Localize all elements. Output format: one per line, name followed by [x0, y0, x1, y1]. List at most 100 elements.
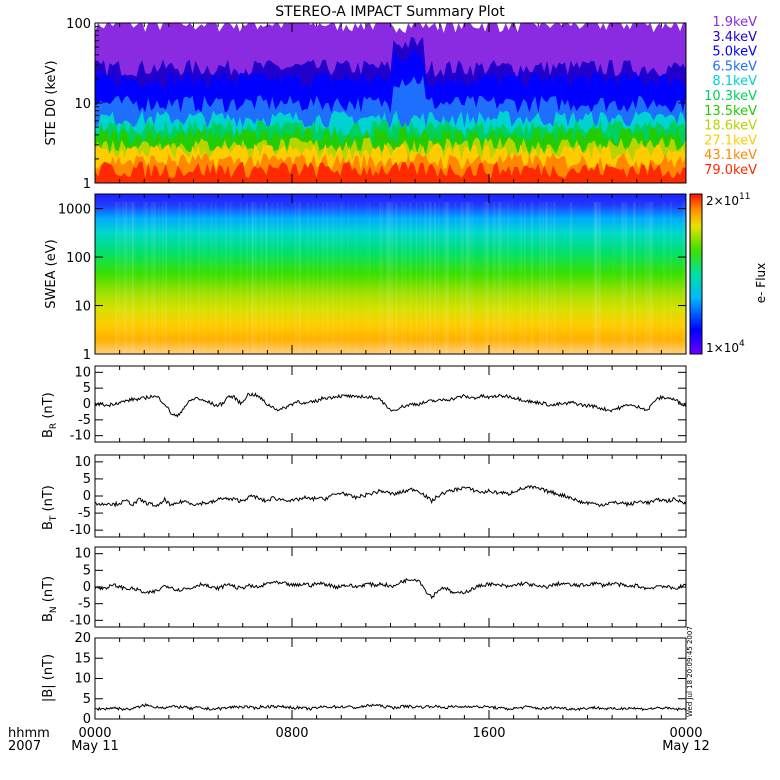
swea-streak: [114, 202, 117, 354]
x-tick-label-1: 0800: [275, 726, 308, 741]
swea-streak: [336, 202, 337, 354]
swea-streak: [523, 202, 526, 354]
x-tick-label-0: 0000: [78, 726, 111, 741]
swea-streak: [462, 202, 464, 354]
swea-streak: [368, 202, 371, 354]
ytick-label: 0: [83, 397, 91, 412]
swea-streak: [460, 202, 463, 354]
trace-line: [94, 392, 687, 418]
ste-bands: [95, 23, 686, 183]
swea-streak: [553, 202, 556, 354]
swea-streak: [294, 202, 297, 354]
swea-streak: [184, 202, 187, 354]
swea-streak: [297, 202, 300, 354]
x-axis: hhmm 2007 0000 0800 1600 0000 May 11 May…: [8, 726, 710, 754]
bn-ylabel: BN (nT): [41, 576, 59, 622]
ytick-label: 10: [74, 365, 91, 380]
swea-ytick-label: 10: [74, 300, 91, 315]
swea-streak: [198, 202, 201, 354]
swea-streak: [470, 202, 474, 354]
swea-streak: [150, 202, 154, 354]
swea-ytick-label: 1: [83, 348, 91, 363]
swea-streak: [435, 202, 436, 354]
ste-legend-item: 10.3keV: [704, 89, 757, 104]
ste-legend-item: 1.9keV: [712, 15, 757, 30]
swea-streak: [570, 202, 573, 354]
swea-streak: [189, 202, 192, 354]
swea-streak: [486, 202, 489, 354]
swea-streak: [624, 202, 628, 354]
swea-streak: [644, 202, 648, 354]
ste-ytick-label: 10: [74, 97, 91, 112]
swea-streak: [519, 202, 523, 354]
swea-panel: 1 10 100 1000 SWEA (eV) 2×1011 1×104 e- Flu…: [44, 192, 768, 363]
ytick-label: 5: [83, 563, 91, 578]
swea-streak: [330, 202, 334, 354]
swea-streak: [381, 202, 384, 354]
swea-texture: [114, 202, 686, 354]
swea-streak: [553, 202, 556, 354]
swea-streak: [299, 202, 301, 354]
swea-streak: [387, 202, 391, 354]
swea-streak: [317, 202, 319, 354]
swea-streak: [197, 202, 200, 354]
bn-panel: BN (nT) 105 0 -5-10: [41, 546, 687, 628]
swea-streak: [650, 202, 654, 354]
swea-streak: [224, 202, 228, 354]
ytick-label: 0: [83, 489, 91, 504]
swea-streak: [204, 202, 207, 354]
swea-streak: [392, 202, 394, 354]
ste-ylabel: STE D0 (keV): [44, 60, 59, 145]
bt-panel: BT (nT) 10 5 0 -5 -10: [41, 454, 687, 538]
swea-streak: [409, 202, 412, 354]
swea-streak: [498, 202, 502, 354]
swea-streak: [158, 202, 160, 354]
swea-streak: [662, 202, 666, 354]
swea-streak: [228, 202, 232, 354]
ytick-label: 0: [83, 712, 91, 727]
swea-streak: [134, 202, 136, 354]
bt-ylabel: BT (nT): [41, 485, 59, 530]
ytick-label: 5: [83, 381, 91, 396]
br-ylabel: BR (nT): [41, 392, 59, 438]
swea-streak: [354, 202, 358, 354]
swea-streak: [455, 202, 457, 354]
bmag-panel: |B| (nT) Wed Jul 18 20:09:45 2007 20 15 10…: [41, 626, 694, 727]
swea-streak: [502, 202, 506, 354]
swea-streak: [633, 202, 636, 354]
swea-streak: [389, 202, 392, 354]
swea-streak: [485, 202, 488, 354]
swea-streak: [684, 202, 685, 354]
swea-ytick-label: 100: [66, 251, 91, 266]
x-date-label-end: May 12: [662, 739, 710, 754]
x-date-label-start: May 11: [71, 739, 119, 754]
swea-streak: [539, 202, 542, 354]
ste-series-79.0keV: [95, 161, 686, 183]
swea-streak: [379, 202, 381, 354]
ste-ytick-label: 100: [66, 17, 91, 32]
swea-streak: [342, 202, 344, 354]
ste-legend-item: 18.6keV: [704, 119, 757, 134]
swea-streak: [569, 202, 573, 354]
br-frame: [94, 365, 687, 443]
swea-streak: [593, 202, 596, 354]
swea-streak: [634, 202, 636, 354]
colorbar-label: e- Flux: [754, 263, 768, 303]
swea-streak: [443, 202, 446, 354]
swea-streak: [424, 202, 427, 354]
swea-streak: [598, 202, 602, 354]
swea-streak: [339, 202, 343, 354]
ytick-label: 0: [83, 580, 91, 595]
swea-streak: [251, 202, 254, 354]
swea-streak: [131, 202, 134, 354]
swea-streak: [178, 202, 181, 354]
ytick-label: 20: [74, 631, 91, 646]
ste-panel: 1 10 100 STE D0 (keV) 1.9keV3.4keV5.0keV6.…: [44, 15, 757, 192]
swea-streak: [251, 202, 254, 354]
swea-ytick-label: 1000: [58, 203, 91, 218]
swea-streak: [145, 202, 148, 354]
swea-streak: [549, 202, 553, 354]
swea-streak: [118, 202, 120, 354]
swea-streak: [164, 202, 166, 354]
